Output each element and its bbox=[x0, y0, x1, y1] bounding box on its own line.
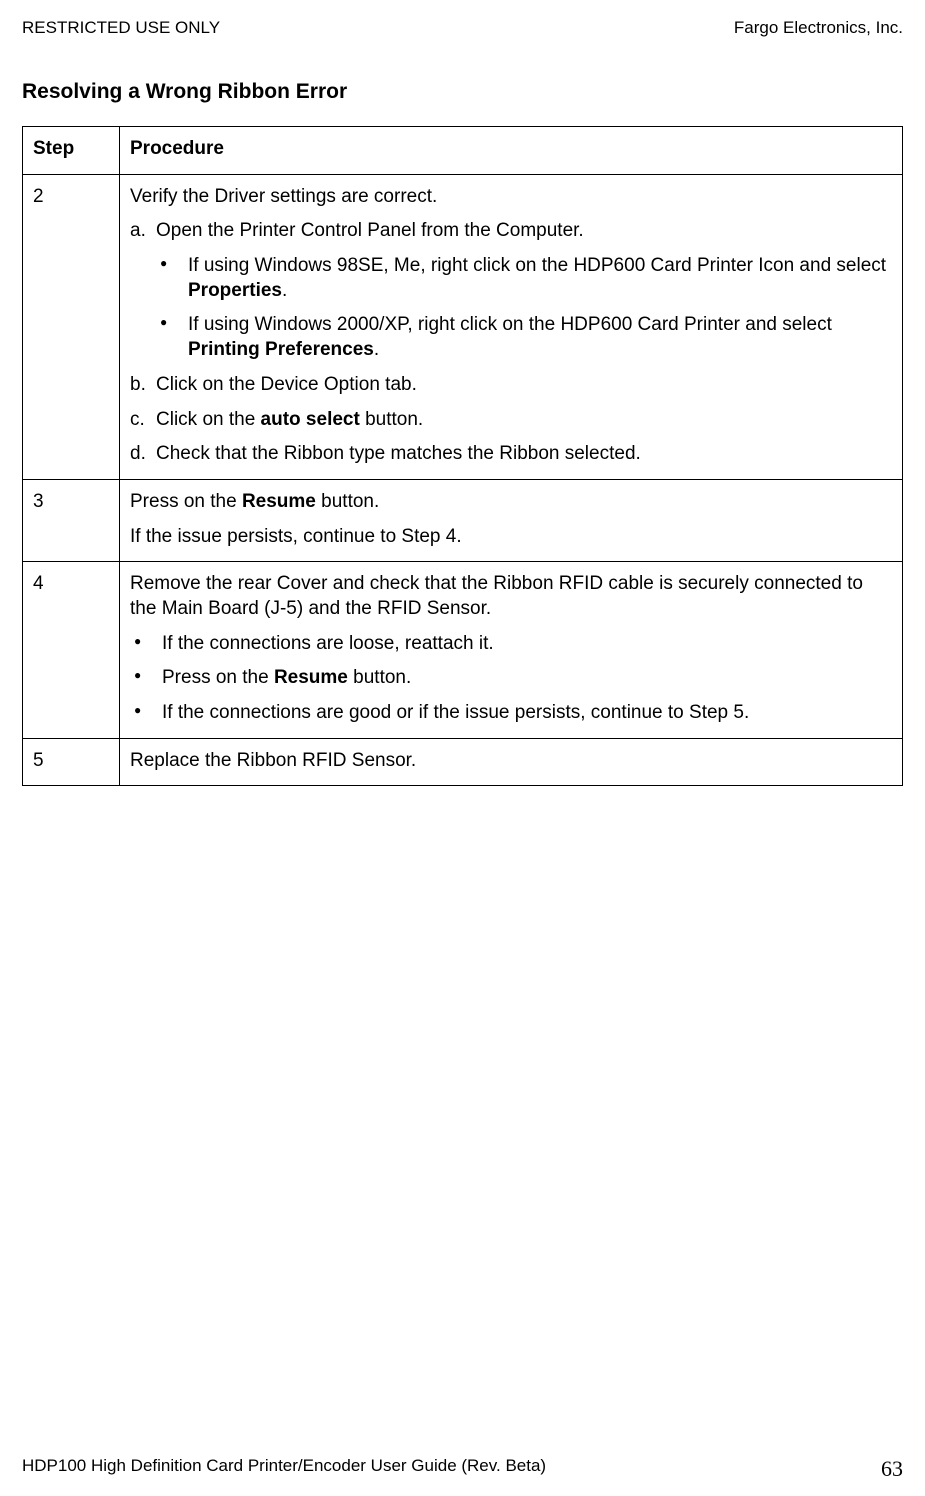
header-right: Fargo Electronics, Inc. bbox=[734, 18, 903, 38]
table-header-row: Step Procedure bbox=[23, 127, 903, 175]
line-text: Click on the Device Option tab. bbox=[156, 374, 417, 395]
text-bold: Resume bbox=[242, 491, 316, 512]
list-letter: a. bbox=[130, 219, 146, 244]
text-bold: Resume bbox=[274, 667, 348, 688]
table-row: 2Verify the Driver settings are correct.… bbox=[23, 174, 903, 479]
text-bold: Properties bbox=[188, 280, 282, 301]
procedure-line: c. Click on the auto select button. bbox=[130, 408, 892, 433]
text-before: Press on the bbox=[130, 491, 242, 512]
line-text: If the connections are good or if the is… bbox=[162, 702, 749, 723]
line-text: If the connections are loose, reattach i… bbox=[162, 633, 494, 654]
table-row: 5 Replace the Ribbon RFID Sensor. bbox=[23, 738, 903, 786]
line-text: Verify the Driver settings are correct. bbox=[130, 185, 892, 210]
text-after: button. bbox=[360, 409, 423, 430]
bullet-icon: ● bbox=[160, 315, 167, 331]
bullet-icon: ● bbox=[160, 256, 167, 272]
header-left: RESTRICTED USE ONLY bbox=[22, 18, 220, 38]
procedure-line: ● Press on the Resume button. bbox=[130, 666, 892, 691]
procedure-line: b. Click on the Device Option tab. bbox=[130, 373, 892, 398]
step-cell: 2 bbox=[23, 174, 120, 479]
text-bold: auto select bbox=[261, 409, 360, 430]
text-after: button. bbox=[316, 491, 379, 512]
col-header-procedure: Procedure bbox=[120, 127, 903, 175]
table-row: 4Remove the rear Cover and check that th… bbox=[23, 562, 903, 738]
line-text: Open the Printer Control Panel from the … bbox=[156, 220, 584, 241]
procedure-line: a. Open the Printer Control Panel from th… bbox=[130, 219, 892, 244]
line-text: Press on the Resume button. bbox=[162, 667, 411, 688]
text-after: . bbox=[282, 280, 287, 301]
step-cell: 5 bbox=[23, 738, 120, 786]
text-before: Click on the bbox=[156, 409, 261, 430]
line-text: Replace the Ribbon RFID Sensor. bbox=[130, 749, 892, 774]
line-text: Remove the rear Cover and check that the… bbox=[130, 572, 892, 621]
procedure-table: Step Procedure 2Verify the Driver settin… bbox=[22, 126, 903, 786]
col-header-step: Step bbox=[23, 127, 120, 175]
line-text: If using Windows 2000/XP, right click on… bbox=[188, 314, 832, 360]
text-after: . bbox=[374, 339, 379, 360]
procedure-line: ● If the connections are loose, reattach … bbox=[130, 632, 892, 657]
table-row: 3 Press on the Resume button. If the issue… bbox=[23, 479, 903, 561]
list-letter: d. bbox=[130, 442, 146, 467]
text-before: If using Windows 2000/XP, right click on… bbox=[188, 314, 832, 335]
bullet-icon: ● bbox=[134, 703, 141, 719]
footer-title: HDP100 High Definition Card Printer/Enco… bbox=[22, 1456, 546, 1482]
procedure-line: ● If using Windows 2000/XP, right click o… bbox=[130, 313, 892, 362]
page-number: 63 bbox=[881, 1456, 903, 1482]
procedure-cell: Remove the rear Cover and check that the… bbox=[120, 562, 903, 738]
procedure-cell: Press on the Resume button. If the issue … bbox=[120, 479, 903, 561]
procedure-line: ● If the connections are good or if the i… bbox=[130, 701, 892, 726]
procedure-cell: Replace the Ribbon RFID Sensor. bbox=[120, 738, 903, 786]
line-text: Check that the Ribbon type matches the R… bbox=[156, 443, 641, 464]
text-bold: Printing Preferences bbox=[188, 339, 374, 360]
list-letter: b. bbox=[130, 373, 146, 398]
text-after: button. bbox=[348, 667, 411, 688]
page-header: RESTRICTED USE ONLY Fargo Electronics, I… bbox=[22, 18, 903, 38]
line-text: If the issue persists, continue to Step … bbox=[130, 525, 892, 550]
bullet-icon: ● bbox=[134, 668, 141, 684]
list-letter: c. bbox=[130, 408, 145, 433]
text-before: If using Windows 98SE, Me, right click o… bbox=[188, 255, 886, 276]
line-text: Click on the auto select button. bbox=[156, 409, 423, 430]
procedure-line: d. Check that the Ribbon type matches the… bbox=[130, 442, 892, 467]
procedure-line: ● If using Windows 98SE, Me, right click … bbox=[130, 254, 892, 303]
procedure-cell: Verify the Driver settings are correct. a… bbox=[120, 174, 903, 479]
bullet-icon: ● bbox=[134, 634, 141, 650]
step-cell: 4 bbox=[23, 562, 120, 738]
page-footer: HDP100 High Definition Card Printer/Enco… bbox=[22, 1456, 903, 1482]
text-before: Press on the bbox=[162, 667, 274, 688]
line-text: Press on the Resume button. bbox=[130, 490, 892, 515]
section-title: Resolving a Wrong Ribbon Error bbox=[22, 80, 903, 104]
line-text: If using Windows 98SE, Me, right click o… bbox=[188, 255, 886, 301]
step-cell: 3 bbox=[23, 479, 120, 561]
